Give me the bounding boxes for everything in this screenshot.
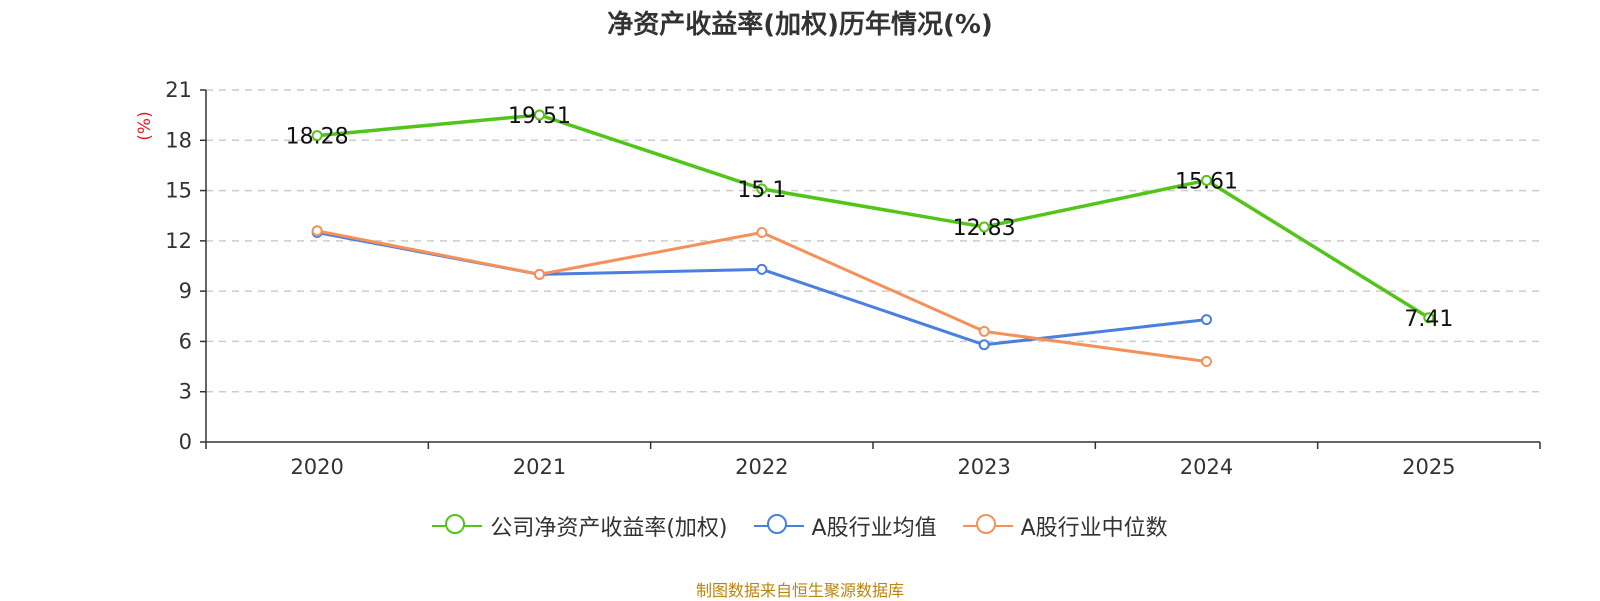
y-tick-label: 6 xyxy=(179,329,192,353)
data-point xyxy=(1423,312,1435,324)
data-point xyxy=(1201,174,1212,186)
data-label: 19.51 xyxy=(508,104,571,129)
data-point xyxy=(534,268,545,280)
y-axis-label: (%) xyxy=(135,111,155,140)
legend-label: A股行业均值 xyxy=(811,516,937,541)
data-point xyxy=(534,109,545,121)
source-note: 制图数据来自恒生聚源数据库 xyxy=(695,581,904,600)
grid-lines xyxy=(206,89,1540,393)
data-point xyxy=(1201,314,1212,326)
legend-swatch-icon xyxy=(753,513,804,539)
series xyxy=(311,109,1435,368)
data-point xyxy=(311,130,323,142)
legend-item-0[interactable]: 公司净资产收益率(加权) xyxy=(432,510,728,542)
legend-label: 公司净资产收益率(加权) xyxy=(490,516,728,541)
x-tick-label-2022: 2022 xyxy=(735,455,788,479)
legend-swatch-icon xyxy=(432,513,483,539)
data-label: 15.61 xyxy=(1175,169,1238,194)
series-line-1 xyxy=(316,231,1207,347)
data-point xyxy=(756,183,768,195)
x-tick-label-2025: 2025 xyxy=(1402,455,1455,479)
legend-swatch-icon xyxy=(962,513,1013,539)
legend-item-2[interactable]: A股行业中位数 xyxy=(962,510,1168,542)
series-line-0 xyxy=(317,113,1430,320)
axes: 0 3 6 9 12 15 18 21 2020 2021 2022 2023 2024 2025 (%) xyxy=(135,78,1541,479)
x-tick-label-2023: 2023 xyxy=(957,455,1010,479)
data-point xyxy=(756,263,768,275)
y-tick-label: 9 xyxy=(179,279,192,303)
legend-item-1[interactable]: A股行业均值 xyxy=(753,510,937,542)
y-tick-label: 15 xyxy=(165,179,192,203)
data-point xyxy=(978,339,990,351)
data-labels: 18.28 19.51 15.1 12.83 15.61 7.41 xyxy=(286,104,1454,332)
y-tick-label: 12 xyxy=(165,229,192,253)
data-point xyxy=(311,225,323,237)
y-tick-label: 0 xyxy=(179,430,192,454)
legend: 公司净资产收益率(加权) A股行业均值 A股行业中位数 xyxy=(0,510,1600,542)
y-tick-label: 18 xyxy=(165,128,192,152)
data-point xyxy=(756,226,768,238)
data-point xyxy=(1201,356,1212,368)
chart-title: 净资产收益率(加权)历年情况(%) xyxy=(607,10,993,40)
y-tick-label: 21 xyxy=(165,78,192,102)
data-label: 12.83 xyxy=(953,216,1016,241)
data-label: 18.28 xyxy=(286,125,349,150)
series-line-2 xyxy=(316,229,1207,364)
data-label: 7.41 xyxy=(1404,307,1453,332)
data-label: 15.1 xyxy=(737,178,786,203)
x-tick-label-2024: 2024 xyxy=(1180,455,1233,479)
y-tick-label: 3 xyxy=(179,380,192,404)
x-tick-label-2021: 2021 xyxy=(513,455,566,479)
x-tick-label-2020: 2020 xyxy=(290,455,343,479)
data-point xyxy=(978,221,990,233)
legend-label: A股行业中位数 xyxy=(1020,516,1168,541)
data-point xyxy=(978,325,990,337)
